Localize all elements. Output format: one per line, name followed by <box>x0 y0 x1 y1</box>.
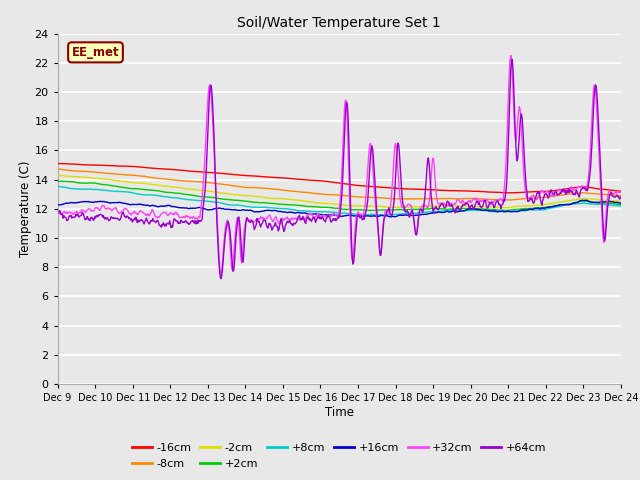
Y-axis label: Temperature (C): Temperature (C) <box>19 160 31 257</box>
Text: EE_met: EE_met <box>72 46 119 59</box>
X-axis label: Time: Time <box>324 406 354 419</box>
Title: Soil/Water Temperature Set 1: Soil/Water Temperature Set 1 <box>237 16 441 30</box>
Legend: -16cm, -8cm, -2cm, +2cm, +8cm, +16cm, +32cm, +64cm: -16cm, -8cm, -2cm, +2cm, +8cm, +16cm, +3… <box>127 439 551 473</box>
